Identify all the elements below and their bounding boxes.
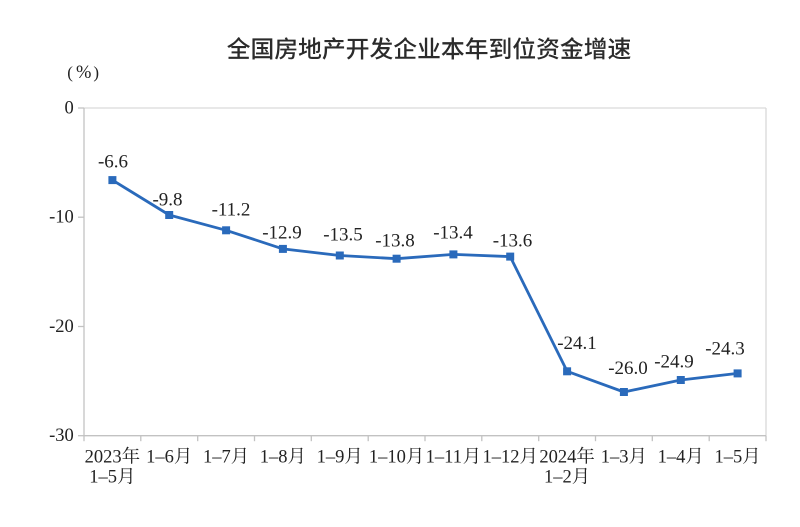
svg-text:2024: 2024 bbox=[539, 447, 576, 467]
svg-text:-12.9: -12.9 bbox=[262, 222, 302, 243]
svg-text:-24.3: -24.3 bbox=[705, 338, 745, 359]
svg-text:1–10: 1–10 bbox=[369, 447, 406, 467]
svg-text:): ) bbox=[93, 63, 99, 82]
svg-text:-13.4: -13.4 bbox=[433, 222, 473, 243]
svg-text:1–8: 1–8 bbox=[260, 447, 288, 467]
svg-text:1–5: 1–5 bbox=[714, 447, 742, 467]
svg-text:(: ( bbox=[67, 63, 73, 82]
svg-text:1–12: 1–12 bbox=[483, 447, 520, 467]
svg-text:1–7: 1–7 bbox=[203, 447, 231, 467]
svg-text:1–5: 1–5 bbox=[89, 468, 117, 488]
svg-text:-6.6: -6.6 bbox=[98, 151, 128, 172]
svg-text:1–3: 1–3 bbox=[601, 447, 629, 467]
svg-text:1–9: 1–9 bbox=[317, 447, 345, 467]
svg-text:-13.5: -13.5 bbox=[323, 224, 363, 245]
svg-text:1–11: 1–11 bbox=[426, 447, 462, 467]
svg-text:0: 0 bbox=[65, 98, 74, 118]
svg-text:1–4: 1–4 bbox=[658, 447, 686, 467]
svg-text:1–2: 1–2 bbox=[544, 468, 572, 488]
svg-text:-24.1: -24.1 bbox=[557, 333, 597, 354]
svg-text:-13.8: -13.8 bbox=[375, 230, 415, 251]
svg-text:-9.8: -9.8 bbox=[152, 189, 182, 210]
svg-text:-26.0: -26.0 bbox=[608, 358, 648, 379]
svg-text:-13.6: -13.6 bbox=[493, 230, 533, 251]
svg-text:%: % bbox=[76, 63, 91, 83]
svg-text:1–6: 1–6 bbox=[146, 447, 174, 467]
svg-text:-24.9: -24.9 bbox=[654, 351, 694, 372]
svg-text:-10: -10 bbox=[49, 208, 74, 228]
svg-text:-11.2: -11.2 bbox=[212, 199, 251, 220]
svg-text:-30: -30 bbox=[49, 426, 74, 446]
svg-text:2023: 2023 bbox=[85, 447, 122, 467]
svg-text:-20: -20 bbox=[49, 317, 74, 337]
